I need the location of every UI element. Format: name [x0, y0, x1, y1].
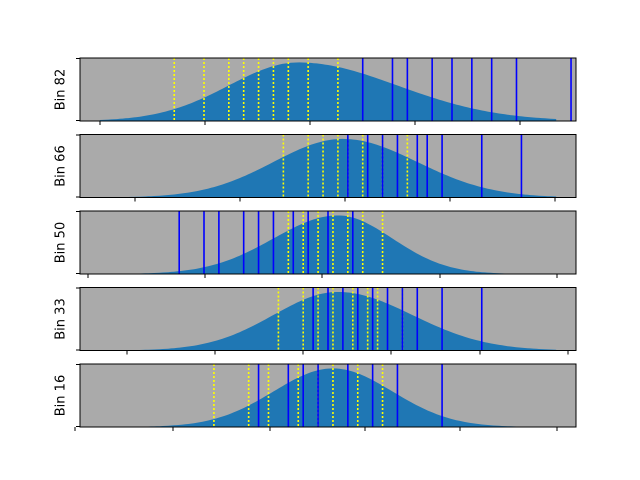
subplots: Bin 82 Bin 66 Bin 50 Bin 33 Bin 16: [54, 57, 577, 431]
panel-frame: [79, 57, 577, 122]
subplot: Bin 66: [54, 134, 577, 202]
panel-frame: [79, 210, 577, 275]
y-axis-label: Bin 16: [54, 375, 69, 416]
subplot: Bin 50: [54, 210, 577, 278]
panel-frame: [79, 134, 577, 198]
y-axis-label: Bin 33: [54, 298, 69, 339]
panel-frame: [79, 287, 577, 351]
y-axis-label: Bin 66: [54, 145, 69, 186]
density-area: [99, 368, 557, 427]
subplot: Bin 16: [54, 363, 577, 431]
density-area: [99, 62, 557, 121]
panel-frame: [79, 363, 577, 428]
subplot: Bin 82: [54, 57, 577, 125]
y-axis-label: Bin 50: [54, 222, 69, 263]
subplot: Bin 33: [54, 287, 577, 355]
y-axis-label: Bin 82: [54, 69, 69, 110]
